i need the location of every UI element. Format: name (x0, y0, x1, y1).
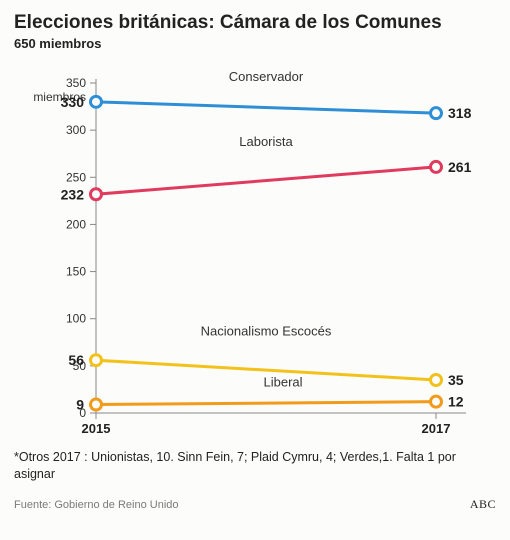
chart-title: Elecciones británicas: Cámara de los Com… (14, 12, 496, 34)
value-label: 330 (61, 94, 85, 110)
value-label: 35 (448, 372, 464, 388)
value-label: 318 (448, 105, 472, 121)
series-marker (431, 161, 442, 172)
series-label: Conservador (229, 69, 304, 84)
series-label: Liberal (263, 375, 302, 390)
value-label: 261 (448, 159, 472, 175)
chart-footnote: *Otros 2017 : Unionistas, 10. Sinn Fein,… (14, 449, 496, 483)
chart-source: Fuente: Gobierno de Reino Unido (14, 499, 179, 511)
y-tick-label: 250 (66, 170, 86, 184)
y-tick-label: 300 (66, 123, 86, 137)
series-line (96, 402, 436, 405)
series-marker (91, 399, 102, 410)
series-label: Laborista (239, 134, 293, 149)
value-label: 232 (61, 186, 85, 202)
footer-row: Fuente: Gobierno de Reino Unido ABC (14, 497, 496, 512)
y-tick-label: 200 (66, 217, 86, 231)
value-label: 56 (68, 352, 84, 368)
series-marker (431, 375, 442, 386)
chart-subtitle: 650 miembros (14, 36, 496, 51)
chart-area: 050100150200250300350miembros20152017330… (14, 61, 496, 441)
y-tick-label: 100 (66, 312, 86, 326)
series-line (96, 102, 436, 113)
y-tick-label: 150 (66, 265, 86, 279)
x-tick-label: 2017 (422, 421, 451, 436)
y-tick-label: 350 (66, 76, 86, 90)
chart-svg: 050100150200250300350miembros20152017330… (14, 61, 496, 441)
x-tick-label: 2015 (82, 421, 111, 436)
series-marker (431, 396, 442, 407)
series-label: Nacionalismo Escocés (201, 324, 332, 339)
value-label: 9 (76, 397, 84, 413)
value-label: 12 (448, 394, 464, 410)
series-marker (91, 189, 102, 200)
series-line (96, 167, 436, 194)
series-marker (91, 96, 102, 107)
series-marker (431, 108, 442, 119)
series-marker (91, 355, 102, 366)
chart-credit: ABC (470, 497, 496, 512)
